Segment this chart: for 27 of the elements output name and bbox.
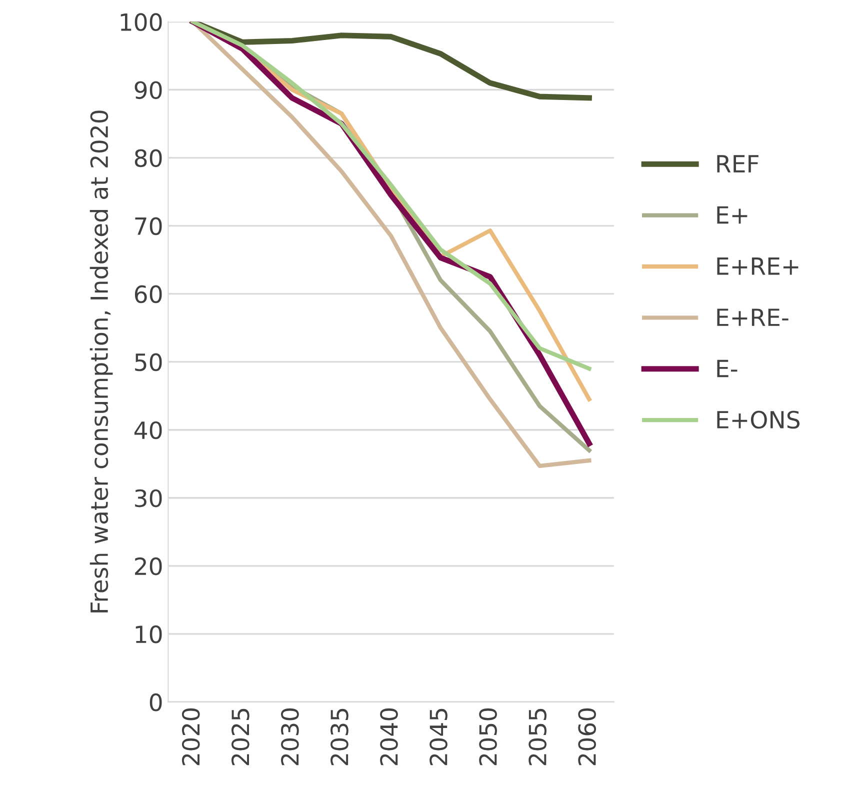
- y-tick-label: 40: [134, 421, 162, 440]
- legend-label: E+RE+: [717, 258, 798, 275]
- legend-label: E+ONS: [717, 410, 800, 429]
- y-tick-label: 50: [135, 353, 162, 372]
- legend-label: E+: [717, 206, 748, 224]
- x-tick-label: 2025: [231, 708, 250, 766]
- x-tick-label: 2030: [281, 708, 299, 766]
- x-tick-label: 2055: [528, 708, 546, 766]
- y-tick-label: 80: [134, 149, 162, 168]
- legend-label: E+RE-: [717, 308, 788, 326]
- x-tick-label: 2035: [330, 708, 348, 766]
- y-tick-label: 30: [135, 489, 162, 508]
- x-tick-label: 2050: [479, 708, 497, 766]
- y-tick-label: 60: [134, 285, 162, 304]
- y-tick-label: 20: [135, 557, 162, 576]
- x-tick-label: 2060: [578, 708, 596, 766]
- y-tick-label: 70: [135, 217, 162, 236]
- x-tick-label: 2020: [182, 708, 200, 766]
- x-tick-label: 2040: [380, 708, 398, 766]
- y-tick-label: 100: [120, 13, 162, 32]
- x-tick-label: 2045: [430, 708, 448, 766]
- y-tick-label: 90: [134, 81, 162, 100]
- y-axis-title: Fresh water consumption, Indexed at 2020: [90, 110, 113, 612]
- legend-label: REF: [717, 155, 758, 172]
- legend-label: E-: [717, 360, 738, 378]
- y-tick-label: 10: [136, 625, 162, 644]
- y-tick-label: 0: [150, 693, 162, 712]
